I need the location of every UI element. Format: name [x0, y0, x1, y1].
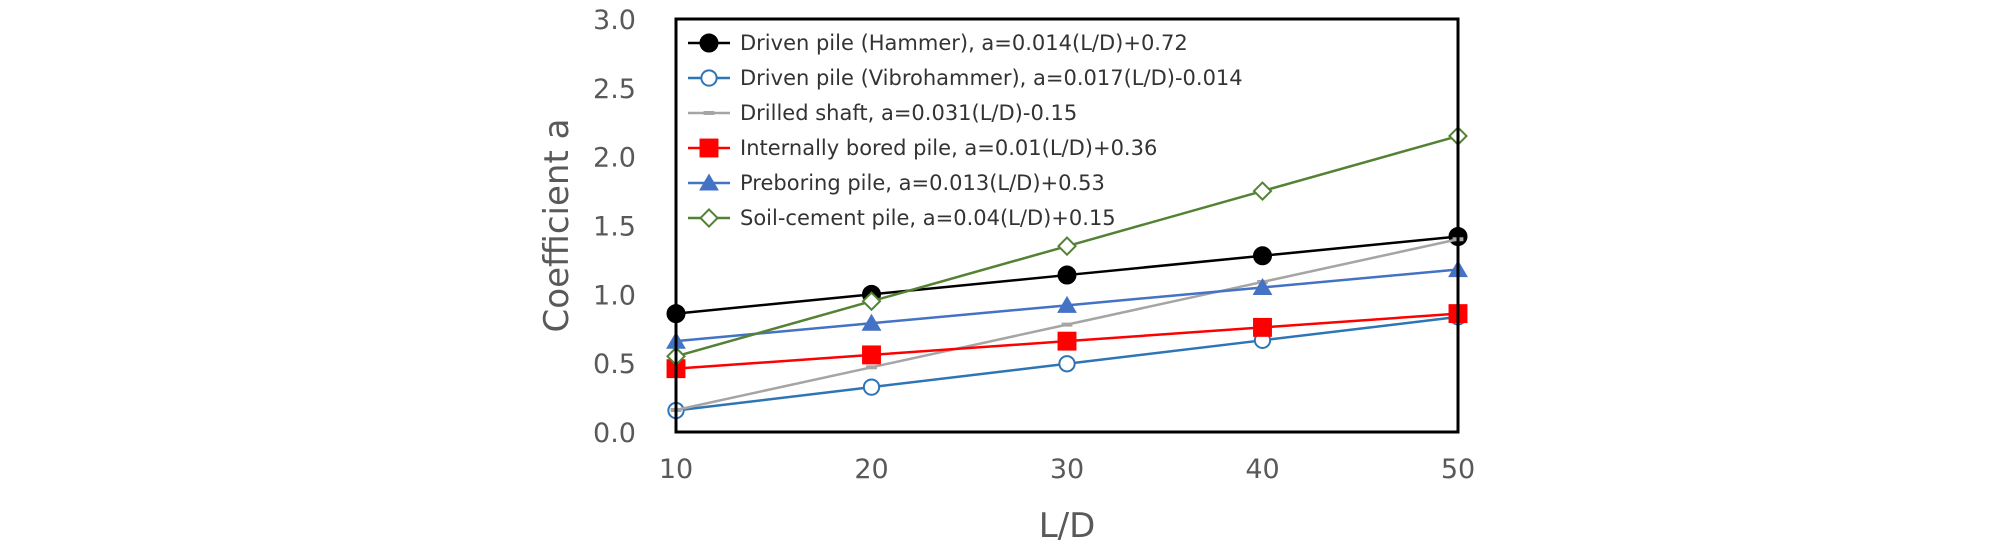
legend-label: Driven pile (Vibrohammer), a=0.017(L/D)-…	[740, 66, 1243, 90]
legend-entry: Driven pile (Hammer), a=0.014(L/D)+0.72	[688, 31, 1188, 55]
y-tick-label: 1.0	[593, 280, 636, 311]
data-point	[861, 313, 882, 331]
legend-label: Drilled shaft, a=0.031(L/D)-0.15	[740, 101, 1077, 125]
legend: Driven pile (Hammer), a=0.014(L/D)+0.72 D…	[688, 31, 1243, 230]
legend-entry: Preboring pile, a=0.013(L/D)+0.53	[688, 171, 1105, 195]
legend-label: Soil-cement pile, a=0.04(L/D)+0.15	[740, 206, 1116, 230]
x-tick-label: 10	[659, 454, 693, 485]
y-tick-label: 2.0	[593, 143, 636, 174]
data-point	[861, 291, 882, 312]
legend-entry: Internally bored pile, a=0.01(L/D)+0.36	[688, 136, 1157, 160]
data-point	[862, 345, 881, 365]
data-point	[1057, 236, 1077, 257]
x-tick-labels: 10 20 30 40 50	[659, 454, 1475, 485]
legend-marker	[699, 173, 719, 191]
legend-entry: Drilled shaft, a=0.031(L/D)-0.15	[688, 101, 1077, 125]
y-tick-label: 3.0	[593, 5, 636, 36]
data-point	[1057, 295, 1077, 313]
y-tick-label: 0.0	[593, 418, 636, 449]
plot-area-frame	[674, 17, 1460, 434]
y-tick-label: 0.5	[593, 349, 636, 380]
series-1	[666, 227, 1468, 324]
x-tick-label: 40	[1245, 454, 1279, 485]
legend-marker	[699, 208, 719, 228]
legend-marker	[700, 69, 718, 87]
y-axis-title: Coefficient a	[537, 119, 577, 333]
series-4	[666, 304, 1468, 379]
legend-entry: Soil-cement pile, a=0.04(L/D)+0.15	[688, 206, 1116, 230]
legend-marker	[699, 33, 719, 53]
data-point	[862, 378, 881, 396]
x-tick-label: 30	[1050, 454, 1084, 485]
x-axis-title: L/D	[1039, 506, 1096, 544]
data-point	[1253, 246, 1272, 266]
data-point	[1057, 331, 1077, 351]
legend-label: Preboring pile, a=0.013(L/D)+0.53	[740, 171, 1105, 195]
legend-entry: Driven pile (Vibrohammer), a=0.017(L/D)-…	[688, 66, 1243, 90]
legend-marker	[699, 138, 719, 158]
y-tick-labels: 0.0 0.5 1.0 1.5 2.0 2.5 3.0	[593, 5, 636, 449]
data-point	[1252, 181, 1273, 202]
legend-label: Internally bored pile, a=0.01(L/D)+0.36	[740, 136, 1157, 160]
data-point	[1057, 265, 1077, 285]
x-tick-label: 20	[854, 454, 888, 485]
data-point	[1253, 317, 1272, 337]
data-point	[1058, 355, 1076, 373]
series-layer	[666, 126, 1468, 420]
legend-label: Driven pile (Hammer), a=0.014(L/D)+0.72	[740, 31, 1188, 55]
y-tick-label: 2.5	[593, 74, 636, 105]
x-tick-label: 50	[1441, 454, 1475, 485]
data-point	[1252, 278, 1273, 296]
y-tick-label: 1.5	[593, 212, 636, 243]
